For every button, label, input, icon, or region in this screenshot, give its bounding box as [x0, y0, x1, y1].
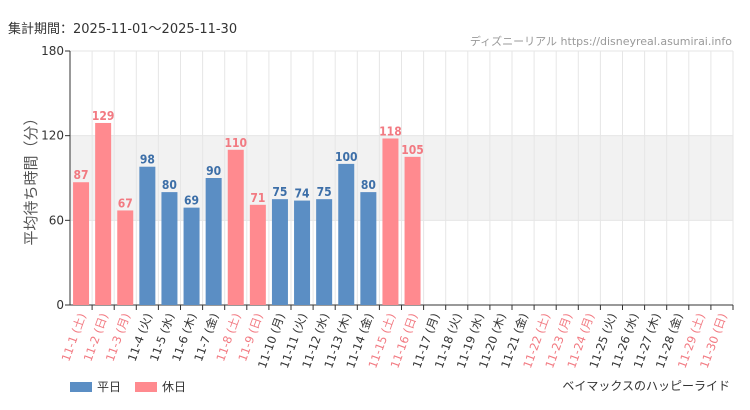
period-label: 集計期間：2025-11-01〜2025-11-30: [8, 22, 238, 37]
legend-weekday[interactable]: 平日: [70, 378, 121, 395]
legend-weekday-label: 平日: [97, 380, 122, 394]
bar: [338, 163, 355, 305]
legend-holiday[interactable]: 休日: [135, 378, 186, 395]
bar-value-label: 67: [118, 196, 133, 210]
legend-holiday-swatch: [135, 381, 158, 392]
bar: [249, 204, 266, 305]
bar: [227, 149, 244, 305]
y-tick-label: 120: [41, 129, 64, 143]
y-tick-label: 0: [56, 298, 64, 312]
bar: [139, 166, 156, 305]
bar: [205, 178, 222, 305]
source-label: ディズニーリアル https://disneyreal.asumirai.inf…: [469, 35, 732, 48]
bar: [161, 192, 178, 305]
bar-value-label: 118: [379, 124, 402, 138]
bar-value-label: 80: [162, 178, 177, 192]
attraction-name: ベイマックスのハッピーライド: [562, 379, 730, 393]
bar: [294, 200, 311, 305]
bar-value-label: 74: [295, 187, 311, 201]
bar-value-label: 87: [74, 168, 89, 182]
bar: [183, 207, 200, 305]
bar: [404, 156, 421, 305]
bar-value-label: 90: [206, 164, 221, 178]
legend: 平日 休日: [70, 378, 200, 395]
bar: [117, 210, 134, 305]
bar-value-label: 80: [361, 178, 376, 192]
bar: [271, 199, 288, 305]
y-axis-label: 平均待ち時間（分）: [22, 110, 40, 245]
bar-value-label: 129: [92, 109, 115, 123]
bar-value-label: 75: [317, 185, 332, 199]
bar-value-label: 71: [250, 191, 265, 205]
legend-holiday-label: 休日: [162, 380, 187, 394]
y-tick-label: 180: [41, 44, 64, 58]
bar: [73, 182, 90, 305]
y-tick-label: 60: [49, 213, 64, 227]
bar: [360, 192, 377, 305]
bar-value-label: 98: [140, 153, 155, 167]
bar: [316, 199, 333, 305]
bar: [95, 122, 112, 305]
bar-value-label: 69: [184, 194, 199, 208]
bar-value-label: 105: [401, 143, 424, 157]
bar-value-label: 75: [272, 185, 287, 199]
bar: [382, 138, 399, 305]
bar-value-label: 110: [224, 136, 247, 150]
legend-weekday-swatch: [70, 381, 92, 392]
bar-value-label: 100: [335, 150, 358, 164]
